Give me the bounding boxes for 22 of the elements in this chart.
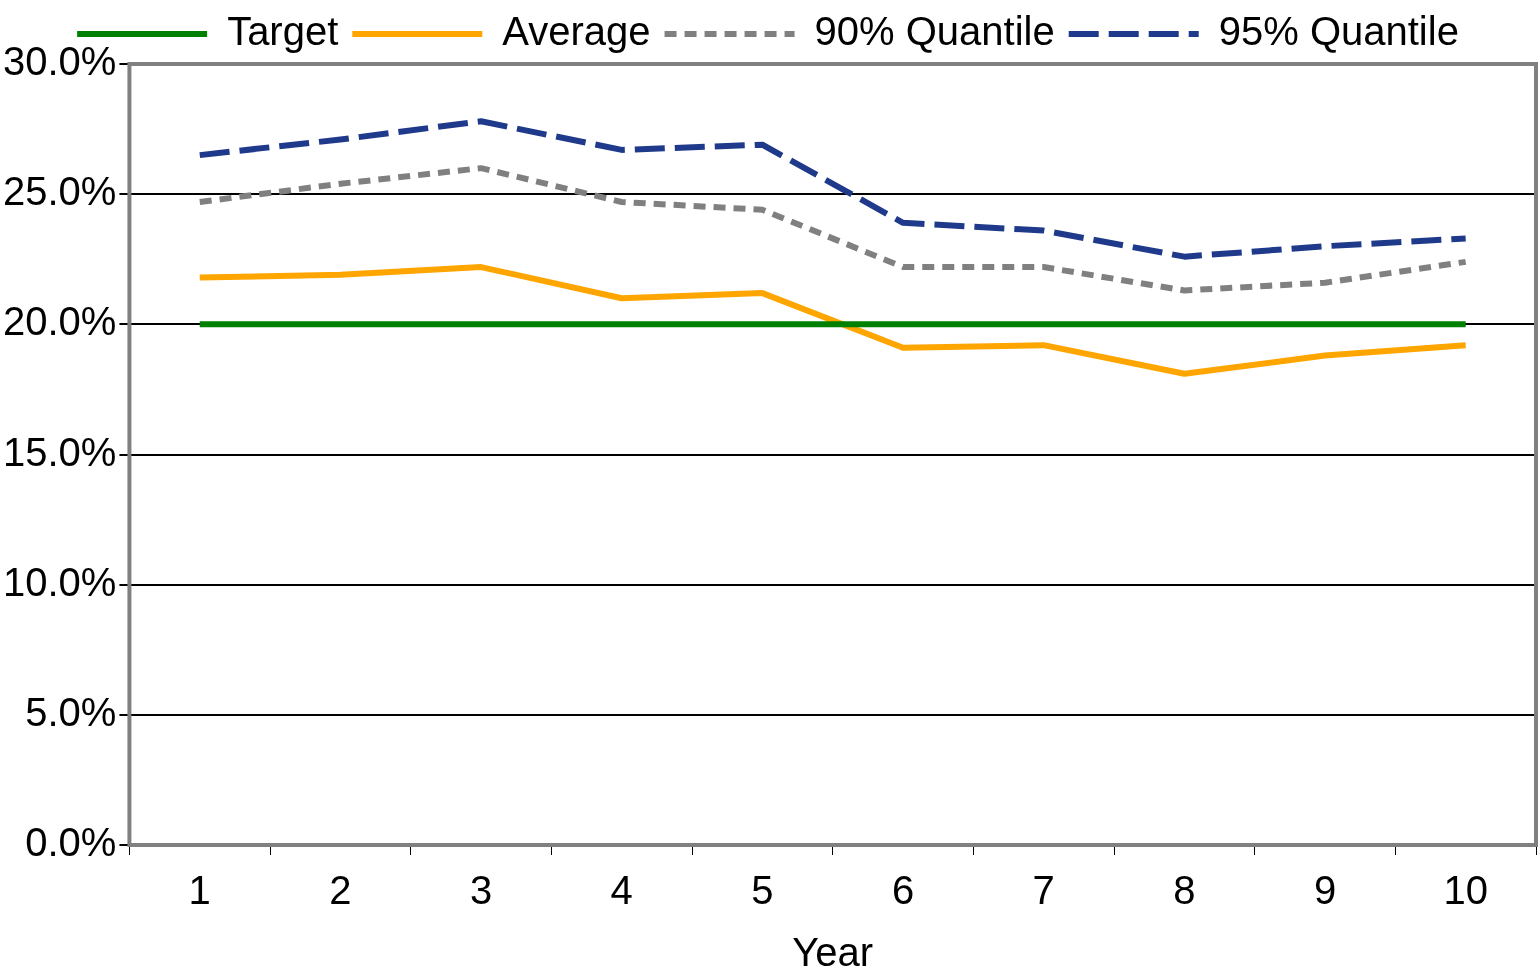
x-tick-label: 2 [329,868,352,913]
x-tick-label: 9 [1313,868,1337,913]
x-tick-label: 4 [610,868,633,913]
legend-label: Average [502,9,651,54]
y-tick-label: 25.0% [3,169,117,214]
legend-label: 90% Quantile [814,9,1055,54]
y-tick-label: 5.0% [25,689,117,734]
y-tick-label: 30.0% [3,39,117,84]
y-tick-label: 20.0% [3,299,117,344]
legend-label: Target [227,9,339,54]
x-axis-title: Year [792,930,874,975]
x-tick-label: 3 [469,868,493,913]
y-tick-label: 15.0% [3,429,117,474]
x-tick-label: 10 [1443,868,1488,913]
x-tick-label: 7 [1032,868,1055,913]
x-tick-label: 1 [188,868,211,913]
x-tick-label: 6 [891,868,915,913]
x-tick-label: 5 [751,868,774,913]
legend-label: 95% Quantile [1218,9,1459,54]
y-tick-label: 10.0% [3,559,117,604]
x-tick-label: 8 [1173,868,1196,913]
y-tick-label: 0.0% [25,820,117,865]
